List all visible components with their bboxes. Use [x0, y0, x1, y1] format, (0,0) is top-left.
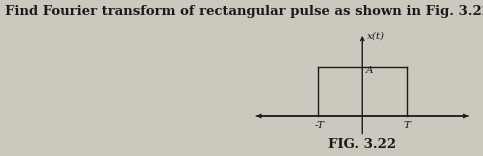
Text: -T: -T [315, 121, 325, 130]
Text: Find Fourier transform of rectangular pulse as shown in Fig. 3.22.: Find Fourier transform of rectangular pu… [5, 5, 483, 18]
Text: FIG. 3.22: FIG. 3.22 [328, 138, 397, 151]
Text: x(t): x(t) [367, 32, 384, 41]
Text: T: T [403, 121, 410, 130]
Text: A: A [365, 66, 373, 75]
